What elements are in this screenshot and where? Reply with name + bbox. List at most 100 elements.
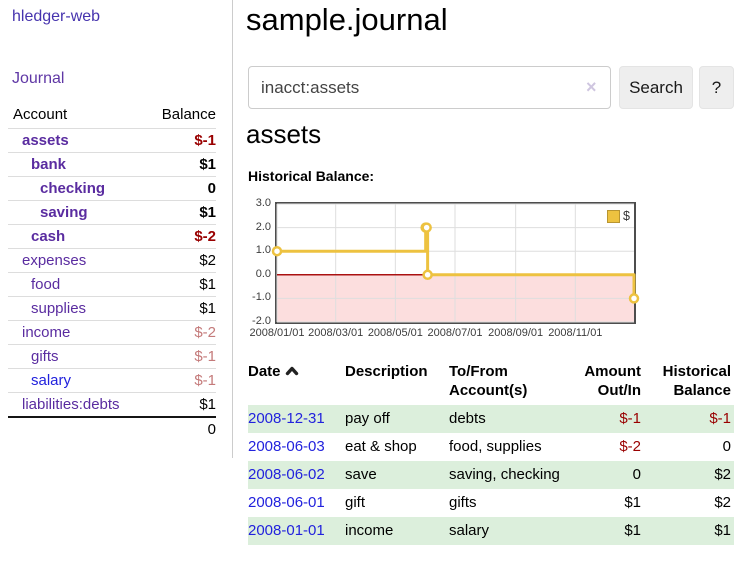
account-link-gifts[interactable]: gifts bbox=[31, 348, 59, 365]
register-row: 2008-12-31 pay off debts $-1 $-1 bbox=[248, 405, 734, 433]
transaction-balance: $2 bbox=[714, 466, 731, 483]
chart-title: Historical Balance: bbox=[248, 168, 375, 184]
accounts-table-body: assets $-1 bank $1 checking 0 saving $1 cash $-2 e… bbox=[8, 128, 216, 418]
legend-label: $ bbox=[623, 209, 630, 223]
account-link-salary[interactable]: salary bbox=[31, 372, 72, 389]
register-table-body: 2008-12-31 pay off debts $-1 $-1 2008-06-03 ea… bbox=[248, 405, 734, 545]
chart-legend: $ bbox=[607, 209, 630, 223]
transaction-accounts: food, supplies bbox=[449, 438, 542, 455]
search-input[interactable] bbox=[248, 66, 611, 109]
transaction-date-cell: 2008-01-01 bbox=[248, 517, 345, 545]
account-row: salary $-1 bbox=[8, 368, 216, 393]
transaction-date-link[interactable]: 2008-01-01 bbox=[248, 522, 325, 539]
account-link-assets[interactable]: assets bbox=[22, 132, 69, 149]
accounts-header-account: Account bbox=[13, 106, 68, 123]
account-row: liabilities:debts $1 bbox=[8, 392, 216, 418]
register-header-accounts: To/From Account(s) bbox=[449, 363, 528, 399]
transaction-balance: $1 bbox=[714, 522, 731, 539]
y-tick-label: -2.0 bbox=[252, 315, 271, 327]
accounts-total-row: 0 bbox=[8, 417, 216, 441]
account-balance: 0 bbox=[207, 180, 216, 197]
account-row: checking 0 bbox=[8, 176, 216, 201]
sidebar-item-journal[interactable]: Journal bbox=[12, 70, 65, 87]
transaction-description: eat & shop bbox=[345, 438, 417, 455]
account-row: expenses $2 bbox=[8, 248, 216, 273]
account-link-expenses[interactable]: expenses bbox=[22, 252, 87, 269]
register-row: 2008-06-02 save saving, checking 0 $2 bbox=[248, 461, 734, 489]
account-link-bank[interactable]: bank bbox=[31, 156, 67, 173]
accounts-table-header-row: Account Balance bbox=[8, 103, 216, 129]
page-title: sample.journal bbox=[246, 2, 448, 37]
transaction-date-link[interactable]: 2008-06-01 bbox=[248, 494, 325, 511]
transaction-date-cell: 2008-06-01 bbox=[248, 489, 345, 517]
transaction-amount: $-1 bbox=[619, 410, 641, 427]
accounts-total-spacer bbox=[8, 417, 148, 441]
account-link-saving[interactable]: saving bbox=[40, 204, 88, 221]
register-header-date[interactable]: Date bbox=[248, 360, 345, 405]
register-row: 2008-06-01 gift gifts $1 $2 bbox=[248, 489, 734, 517]
transaction-description: pay off bbox=[345, 410, 390, 427]
transaction-date-link[interactable]: 2008-06-03 bbox=[248, 438, 325, 455]
x-tick-label: 2008/09/01 bbox=[488, 327, 544, 339]
transaction-date-cell: 2008-12-31 bbox=[248, 405, 345, 433]
brand-link[interactable]: hledger-web bbox=[12, 8, 101, 25]
transaction-amount: $1 bbox=[624, 522, 641, 539]
account-balance: $2 bbox=[199, 252, 216, 269]
x-tick-label: 2008/03/01 bbox=[308, 327, 364, 339]
transaction-accounts: gifts bbox=[449, 494, 477, 511]
account-link-income[interactable]: income bbox=[22, 324, 71, 341]
account-balance: $-1 bbox=[194, 348, 216, 365]
account-balance: $1 bbox=[199, 156, 216, 173]
account-row: saving $1 bbox=[8, 200, 216, 225]
transaction-date-cell: 2008-06-03 bbox=[248, 433, 345, 461]
help-button[interactable]: ? bbox=[699, 66, 734, 109]
sidebar: hledger-web Journal Account Balance asse… bbox=[0, 0, 233, 458]
transaction-date-link[interactable]: 2008-12-31 bbox=[248, 410, 325, 427]
transaction-description: income bbox=[345, 522, 394, 539]
transaction-accounts: salary bbox=[449, 522, 490, 539]
transaction-date-link[interactable]: 2008-06-02 bbox=[248, 466, 325, 483]
y-tick-label: 0.0 bbox=[255, 267, 271, 280]
account-row: income $-2 bbox=[8, 320, 216, 345]
y-tick-label: -1.0 bbox=[252, 291, 271, 304]
y-tick-label: 2.0 bbox=[255, 220, 271, 233]
clear-search-icon[interactable]: × bbox=[586, 77, 597, 97]
register-row: 2008-06-03 eat & shop food, supplies $-2 0 bbox=[248, 433, 734, 461]
transaction-balance: 0 bbox=[722, 438, 731, 455]
account-link-checking[interactable]: checking bbox=[40, 180, 106, 197]
account-heading: assets bbox=[246, 119, 322, 149]
register-header-date-label: Date bbox=[248, 363, 281, 380]
transaction-amount: $1 bbox=[624, 494, 641, 511]
accounts-total-value: 0 bbox=[207, 421, 216, 438]
transaction-accounts: saving, checking bbox=[449, 466, 560, 483]
transaction-description: save bbox=[345, 466, 377, 483]
y-tick-label: 1.0 bbox=[255, 244, 271, 257]
account-row: gifts $-1 bbox=[8, 344, 216, 369]
account-link-liabilities-debts[interactable]: liabilities:debts bbox=[22, 396, 120, 413]
account-balance: $1 bbox=[199, 276, 216, 293]
transaction-accounts: debts bbox=[449, 410, 486, 427]
transaction-date-cell: 2008-06-02 bbox=[248, 461, 345, 489]
account-balance: $1 bbox=[199, 396, 216, 413]
transaction-balance: $-1 bbox=[709, 410, 731, 427]
search-button[interactable]: Search bbox=[619, 66, 693, 109]
account-link-food[interactable]: food bbox=[31, 276, 61, 293]
transaction-amount: 0 bbox=[632, 466, 641, 483]
balance-chart-plot[interactable]: $ bbox=[271, 202, 640, 324]
account-link-supplies[interactable]: supplies bbox=[31, 300, 87, 317]
sort-ascending-icon bbox=[285, 363, 299, 382]
register-header-balance: Historical Balance bbox=[662, 363, 731, 399]
account-balance: $1 bbox=[199, 300, 216, 317]
account-row: cash $-2 bbox=[8, 224, 216, 249]
register-table: Date Description To/From Account(s) Amou… bbox=[248, 360, 734, 545]
account-balance: $1 bbox=[199, 204, 216, 221]
account-row: supplies $1 bbox=[8, 296, 216, 321]
account-row: bank $1 bbox=[8, 152, 216, 177]
accounts-header-balance: Balance bbox=[161, 106, 216, 123]
legend-swatch-icon bbox=[607, 209, 621, 223]
account-balance: $-2 bbox=[194, 324, 216, 341]
y-tick-label: 3.0 bbox=[255, 197, 271, 209]
account-link-cash[interactable]: cash bbox=[31, 228, 66, 245]
account-row: food $1 bbox=[8, 272, 216, 297]
